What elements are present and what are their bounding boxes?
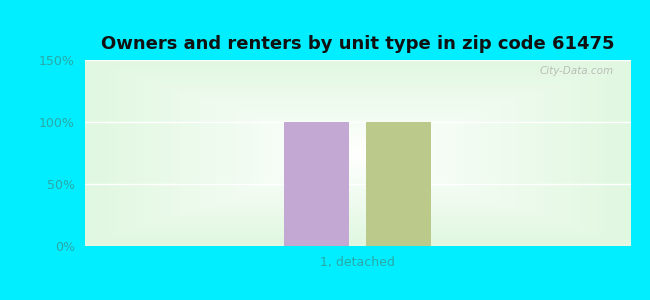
Title: Owners and renters by unit type in zip code 61475: Owners and renters by unit type in zip c…: [101, 35, 614, 53]
Text: City-Data.com: City-Data.com: [540, 66, 614, 76]
Bar: [284, 122, 349, 246]
Bar: [366, 122, 431, 246]
